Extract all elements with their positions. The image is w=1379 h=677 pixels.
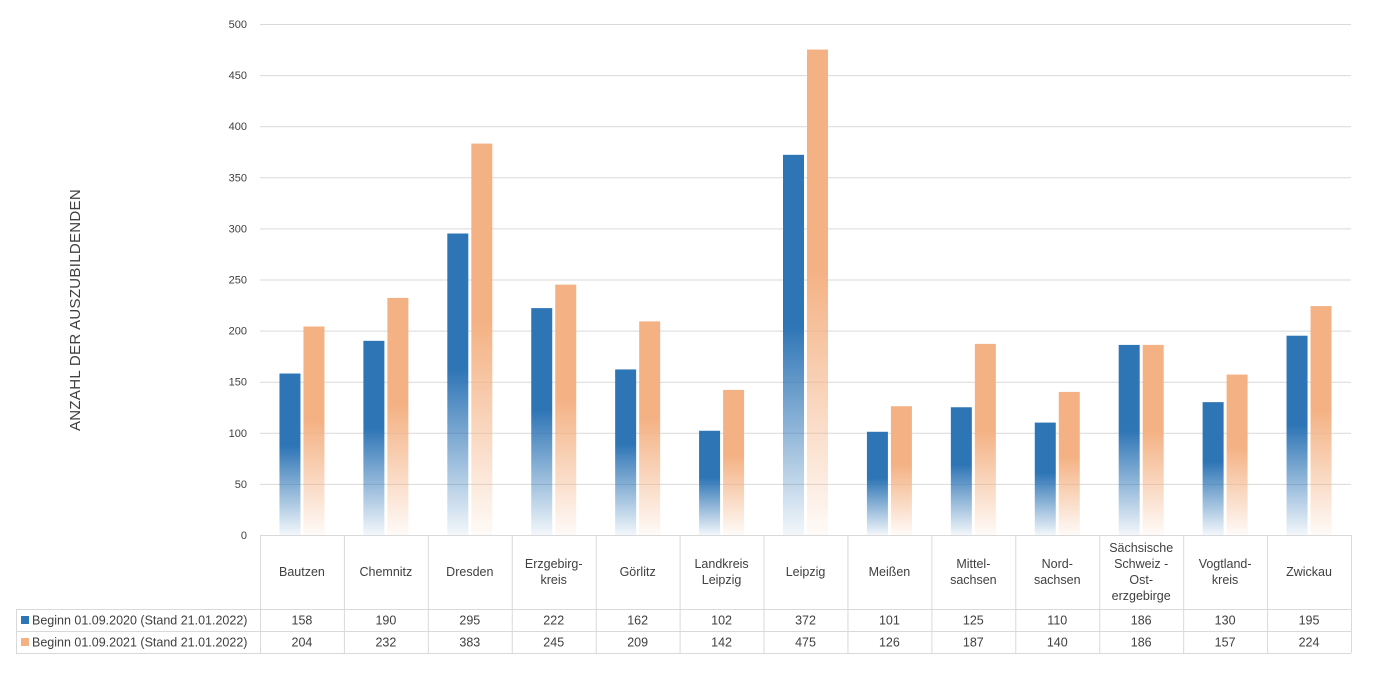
- data-label: 125: [963, 614, 984, 628]
- data-label: 187: [963, 636, 984, 650]
- data-label: 157: [1215, 636, 1236, 650]
- data-label: 222: [543, 614, 564, 628]
- data-label: 383: [459, 636, 480, 650]
- bar-series1: [447, 233, 469, 535]
- data-label: 232: [375, 636, 396, 650]
- y-tick-label: 450: [229, 70, 247, 82]
- bar-series2: [1310, 306, 1332, 535]
- data-label: 158: [292, 614, 313, 628]
- bar-series1: [615, 369, 637, 535]
- bar-series1: [531, 308, 553, 535]
- legend-entry: Beginn 01.09.2020 (Stand 21.01.2022): [32, 614, 247, 628]
- data-label: 186: [1131, 636, 1152, 650]
- x-category-label: Landkreis: [694, 557, 748, 571]
- x-category-label: Bautzen: [279, 565, 325, 579]
- y-tick-label: 500: [229, 19, 247, 31]
- x-category-label: Meißen: [869, 565, 911, 579]
- bar-series2: [1226, 374, 1248, 535]
- bar-series2: [471, 143, 493, 535]
- data-label: 195: [1299, 614, 1320, 628]
- data-label: 204: [292, 636, 313, 650]
- data-label: 245: [543, 636, 564, 650]
- bar-series1: [950, 407, 972, 535]
- y-tick-label: 350: [229, 172, 247, 184]
- y-tick-label: 300: [229, 223, 247, 235]
- data-label: 372: [795, 614, 816, 628]
- y-tick-label: 100: [229, 428, 247, 440]
- y-axis-label: ANZAHL DER AUSZUBILDENDEN: [67, 189, 84, 431]
- x-category-label: Dresden: [446, 565, 493, 579]
- bar-series1: [1034, 422, 1056, 535]
- bar-series2: [723, 389, 745, 535]
- gridlines: [260, 24, 1351, 536]
- y-tick-label: 250: [229, 275, 247, 287]
- x-category-label: erzgebirge: [1112, 589, 1171, 603]
- data-label: 101: [879, 614, 900, 628]
- bar-series1: [866, 431, 888, 535]
- x-category-label: Erzgebirg-: [525, 557, 583, 571]
- x-category-label: Sächsische: [1109, 541, 1173, 555]
- x-category-label: kreis: [541, 573, 567, 587]
- y-tick-label: 400: [229, 121, 247, 133]
- bar-series2: [555, 284, 577, 535]
- bar-series1: [1118, 344, 1140, 535]
- data-label: 126: [879, 636, 900, 650]
- x-category-label: sachsen: [950, 573, 997, 587]
- x-category-label: Leipzig: [702, 573, 742, 587]
- bar-series2: [807, 49, 828, 536]
- legend-swatch: [21, 616, 29, 624]
- bar-series2: [1058, 391, 1080, 535]
- bar-series2: [303, 326, 325, 535]
- x-category-label: Ost-: [1129, 573, 1153, 587]
- x-category-label: Schweiz -: [1114, 557, 1168, 571]
- data-label: 102: [711, 614, 732, 628]
- data-label: 142: [711, 636, 732, 650]
- bars: [279, 49, 1332, 536]
- y-tick-label: 150: [229, 377, 247, 389]
- x-category-label: Leipzig: [786, 565, 826, 579]
- data-label: 130: [1215, 614, 1236, 628]
- data-label: 224: [1299, 636, 1320, 650]
- bar-series1: [699, 430, 721, 535]
- x-category-label: sachsen: [1034, 573, 1081, 587]
- data-label: 190: [375, 614, 396, 628]
- bar-series1: [1202, 402, 1224, 535]
- bar-series2: [974, 343, 996, 535]
- bar-series2: [639, 321, 661, 535]
- x-category-label: Vogtland-: [1199, 557, 1252, 571]
- data-label: 186: [1131, 614, 1152, 628]
- y-tick-label: 50: [235, 479, 247, 491]
- x-category-label: Chemnitz: [359, 565, 412, 579]
- data-label: 295: [459, 614, 480, 628]
- data-label: 162: [627, 614, 648, 628]
- bar-series2: [1142, 344, 1164, 535]
- data-label: 475: [795, 636, 816, 650]
- bar-series1: [279, 373, 301, 535]
- x-category-label: Nord-: [1042, 557, 1073, 571]
- y-tick-label: 0: [241, 530, 247, 542]
- x-category-label: Mittel-: [956, 557, 990, 571]
- legend-swatch: [21, 638, 29, 646]
- data-label: 110: [1047, 614, 1067, 628]
- bar-series2: [890, 406, 912, 535]
- bar-series1: [1286, 335, 1308, 535]
- bar-series2: [387, 297, 409, 535]
- x-category-label: Zwickau: [1286, 565, 1332, 579]
- y-tick-label: 200: [229, 326, 247, 338]
- bar-series1: [783, 154, 804, 536]
- data-label: 209: [627, 636, 648, 650]
- data-table: Bautzen Chemnitz Dresden Erzgebirg-kreis Gör…: [16, 535, 1352, 654]
- x-category-label: kreis: [1212, 573, 1238, 587]
- data-label: 140: [1047, 636, 1068, 650]
- x-category-label: Görlitz: [620, 565, 656, 579]
- legend-entry: Beginn 01.09.2021 (Stand 21.01.2022): [32, 636, 247, 650]
- bar-series1: [363, 340, 385, 535]
- y-axis-ticks: 0 50 100 150 200 250 300 350 400 450 500: [229, 19, 247, 542]
